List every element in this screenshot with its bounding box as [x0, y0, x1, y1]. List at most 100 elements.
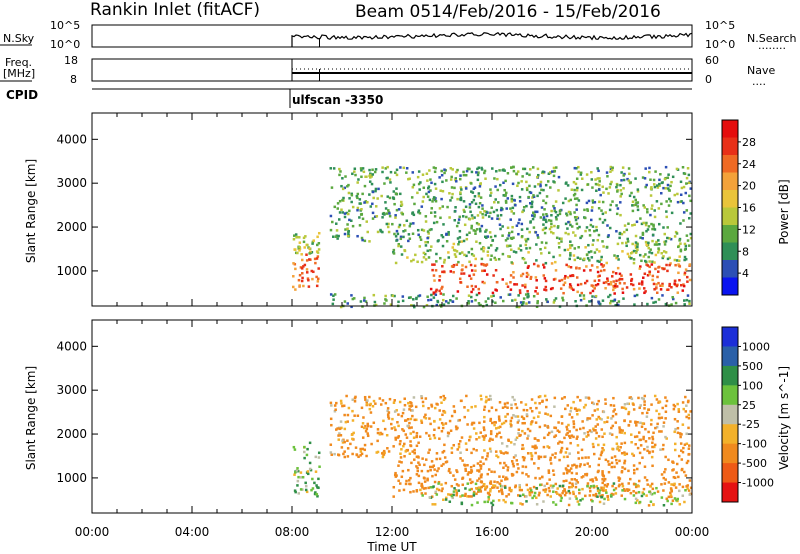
- velocity-cell: [621, 485, 625, 488]
- power-cell: [449, 270, 453, 273]
- power-cell: [674, 263, 677, 267]
- velocity-cell: [572, 435, 575, 439]
- velocity-cell: [330, 404, 333, 407]
- power-cell: [384, 167, 388, 170]
- power-cell: [343, 300, 347, 303]
- power-cell: [673, 258, 677, 262]
- velocity-cell: [464, 469, 468, 472]
- velocity-xticks: 00:00 04:00 08:00 12:00 16:00 20:00 00:00: [75, 320, 709, 539]
- power-cell: [547, 172, 551, 175]
- velocity-cell: [477, 486, 481, 489]
- power-cell: [617, 258, 620, 261]
- power-cell: [544, 226, 548, 230]
- velocity-cell: [471, 480, 474, 484]
- velocity-cell: [308, 467, 312, 471]
- velocity-cell: [574, 407, 577, 410]
- velocity-cell: [405, 479, 408, 483]
- power-cell: [614, 304, 617, 307]
- power-cell: [464, 187, 468, 190]
- power-cell: [545, 195, 549, 198]
- power-cell: [546, 300, 549, 304]
- velocity-cell: [454, 425, 458, 428]
- velocity-cell: [483, 405, 487, 409]
- velocity-cell: [610, 461, 614, 465]
- velocity-cell: [521, 447, 524, 451]
- velocity-cell: [479, 490, 483, 493]
- power-cell: [554, 260, 557, 264]
- velocity-cell: [445, 496, 448, 500]
- velocity-cell: [629, 491, 633, 495]
- power-cell: [332, 167, 336, 170]
- power-cell: [644, 223, 648, 227]
- power-cell: [632, 249, 636, 253]
- power-cell: [485, 273, 489, 276]
- velocity-cell: [416, 469, 420, 473]
- power-cell: [678, 239, 681, 242]
- power-cell: [520, 235, 524, 238]
- velocity-cell: [584, 494, 587, 498]
- power-colorbar-swatch: [722, 260, 738, 278]
- velocity-cell: [315, 492, 318, 496]
- velocity-cell: [675, 471, 678, 474]
- power-cell: [651, 227, 654, 231]
- velocity-cell: [456, 448, 459, 451]
- power-cell: [402, 166, 406, 170]
- power-cell: [494, 301, 497, 305]
- power-cell: [566, 184, 570, 187]
- power-cell: [626, 252, 630, 256]
- velocity-cell: [649, 423, 653, 426]
- power-cell: [671, 295, 674, 299]
- power-cell: [354, 173, 357, 177]
- power-cell: [602, 281, 606, 285]
- power-cell: [405, 219, 409, 222]
- power-cell: [521, 302, 525, 305]
- velocity-cell: [601, 435, 604, 439]
- velocity-cell: [477, 436, 481, 439]
- power-cell: [412, 258, 415, 262]
- velocity-cell: [587, 434, 590, 437]
- power-cell: [397, 244, 400, 248]
- velocity-cell: [294, 490, 297, 494]
- velocity-cell: [672, 461, 675, 464]
- power-cell: [688, 194, 691, 198]
- power-cell: [502, 181, 505, 184]
- velocity-cell: [575, 428, 578, 432]
- power-cell: [525, 180, 528, 184]
- power-cell: [650, 296, 654, 300]
- power-cell: [455, 180, 458, 183]
- velocity-cell: [343, 427, 347, 431]
- power-cell: [447, 256, 451, 259]
- power-cell: [585, 279, 589, 283]
- velocity-cell: [634, 497, 638, 501]
- velocity-cell: [525, 500, 528, 503]
- velocity-cell: [409, 490, 412, 494]
- power-cell: [607, 283, 610, 286]
- velocity-cell: [365, 400, 368, 404]
- velocity-cell: [660, 473, 664, 476]
- power-cell: [554, 277, 557, 281]
- power-cell: [515, 283, 519, 286]
- velocity-cell: [643, 476, 647, 479]
- velocity-cell: [422, 404, 425, 408]
- velocity-cell: [588, 429, 592, 432]
- power-cell: [470, 224, 474, 228]
- power-cell: [572, 193, 576, 197]
- power-cell: [661, 294, 664, 297]
- power-cell: [400, 203, 404, 206]
- velocity-cell: [441, 487, 444, 490]
- velocity-cell: [642, 487, 646, 491]
- power-cell: [312, 239, 316, 242]
- velocity-cell: [525, 408, 529, 412]
- power-cell: [341, 211, 345, 214]
- power-cell: [409, 222, 412, 226]
- velocity-cell: [453, 410, 457, 414]
- velocity-colorbar-swatch: [722, 482, 738, 503]
- power-cell: [484, 177, 487, 180]
- velocity-cell: [575, 497, 578, 500]
- power-cell: [418, 235, 422, 239]
- power-cell: [480, 262, 483, 266]
- power-cell: [494, 249, 498, 252]
- power-cell: [297, 278, 301, 282]
- power-cell: [422, 186, 426, 190]
- power-cell: [475, 171, 478, 174]
